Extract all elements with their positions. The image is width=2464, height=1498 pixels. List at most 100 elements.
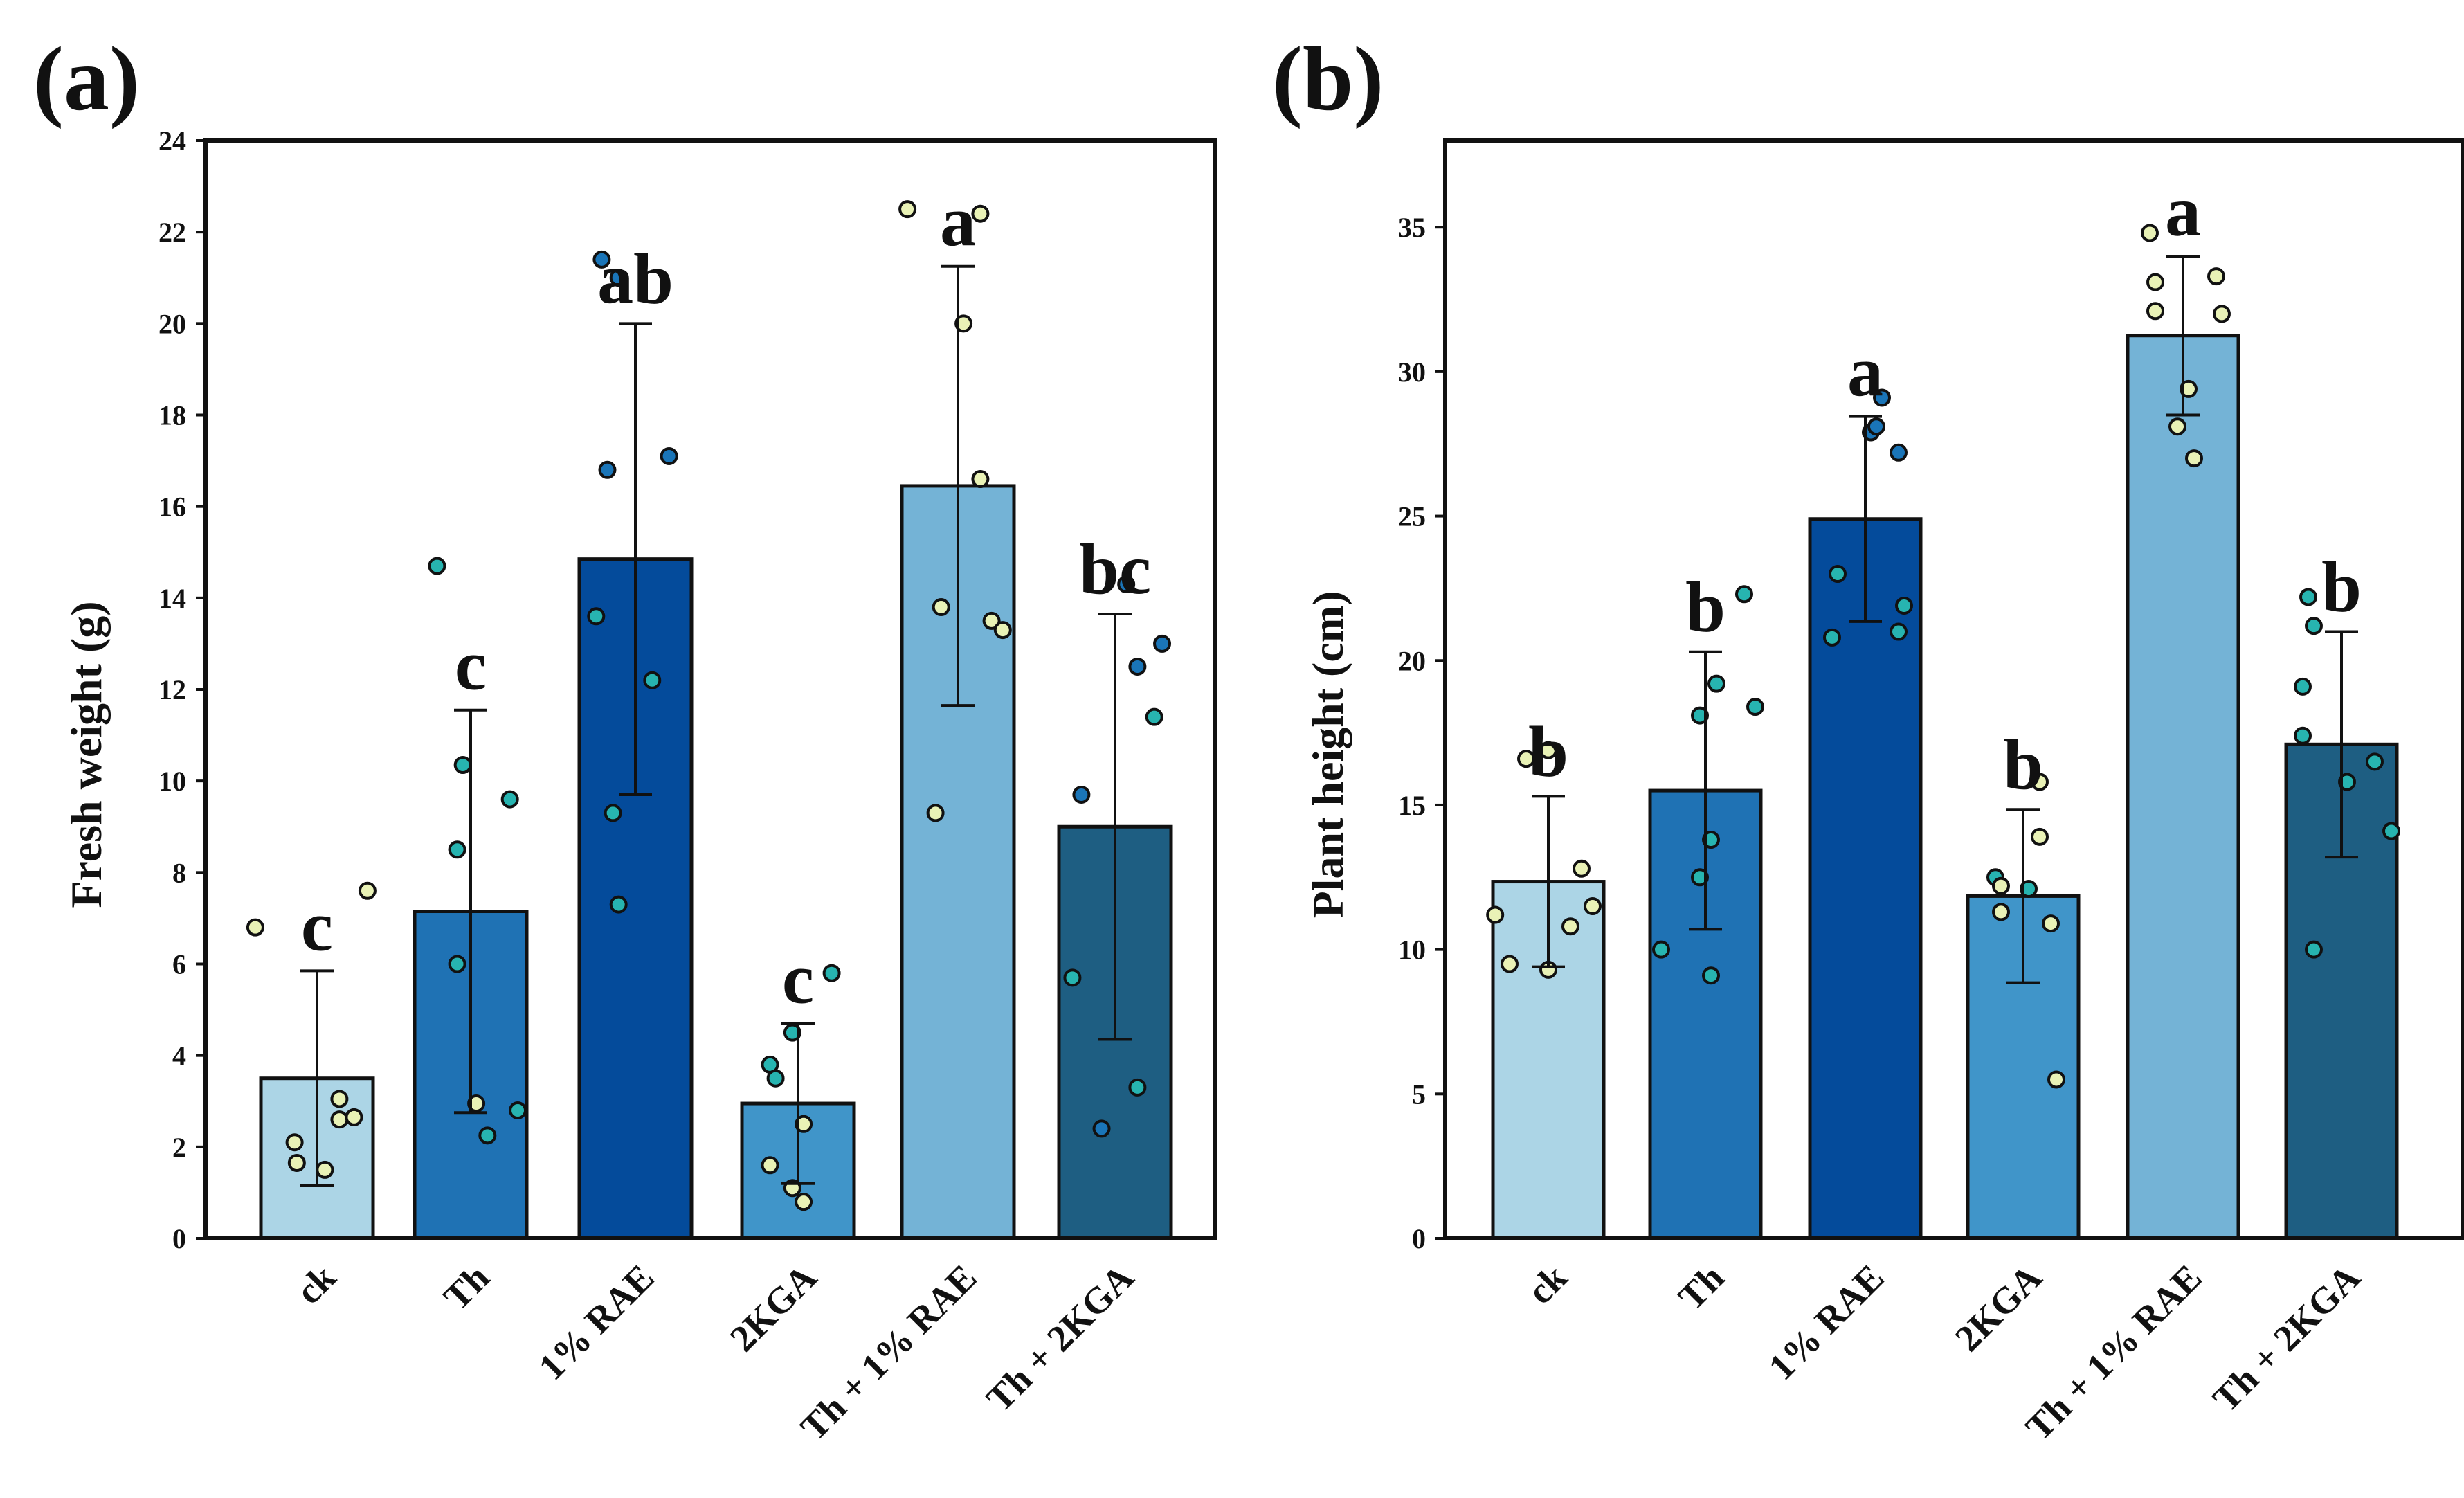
panel-b-data-point (1584, 897, 1602, 916)
panel-a-data-point (428, 557, 446, 575)
panel-a-data-point (246, 918, 264, 937)
panel-a-fresh-weight-chart: (a) Fresh weight (g) 0246810121416182022… (33, 28, 1217, 1448)
panel-b-data-point (2141, 224, 2159, 242)
panel-a-data-point (500, 790, 519, 809)
panel-b-data-point (2020, 879, 2038, 898)
panel-a-y-tick-label: 8 (172, 857, 186, 888)
panel-a-data-point (345, 1108, 363, 1126)
panel-b-error-bar-5 (2166, 254, 2200, 417)
panel-a-data-point (1128, 657, 1147, 676)
panel-b-data-point (2294, 677, 2312, 696)
panel-b-bars (1491, 334, 2399, 1240)
panel-b-data-point (1573, 859, 1591, 878)
panel-b-y-tick-label: 35 (1398, 212, 1426, 243)
panel-b-data-point (2294, 726, 2312, 745)
panel-b-data-point (1867, 417, 1885, 436)
panel-a-y-tick-label: 6 (172, 949, 186, 980)
panel-a-y-tick-label: 16 (158, 491, 186, 523)
panel-a-data-point (1128, 1078, 1147, 1097)
panel-b-data-point (2031, 827, 2049, 846)
panel-a-data-point (982, 611, 1001, 630)
panel-a-data-point (822, 964, 841, 982)
panel-a-data-point (448, 955, 466, 973)
panel-b-y-tick-label: 0 (1412, 1223, 1426, 1254)
panel-a-data-point (453, 756, 472, 775)
panel-b-y-tick-label: 10 (1398, 935, 1426, 966)
panel-b-significance-6: b (2321, 548, 2362, 627)
panel-a-data-point (609, 895, 628, 914)
panel-b-error-bars (1532, 254, 2358, 984)
panel-a-data-point (509, 1101, 527, 1119)
panel-a-data-point (478, 1126, 497, 1145)
panel-a-data-point (604, 804, 622, 822)
panel-a-data-point (1117, 575, 1136, 594)
panel-a-y-tick-label: 0 (172, 1223, 186, 1254)
panel-b-data-point (1561, 917, 1579, 936)
panel-a-y-axis-title: Fresh weight (g) (62, 601, 111, 908)
panel-b-data-point (1539, 741, 1557, 759)
panel-b-significance-4: b (2003, 725, 2043, 804)
panel-a-error-bar-6 (1098, 612, 1132, 1041)
panel-a-data-point (643, 671, 662, 689)
panel-a-data-point (1092, 1119, 1111, 1138)
panel-a-data-point (609, 269, 628, 287)
panel-b-data-point (1652, 940, 1670, 959)
panel-a-data-points (246, 200, 1172, 1211)
panel-b-error-bar-6 (2325, 630, 2358, 859)
panel-a-category-label-3: 1% RAE (531, 1256, 662, 1388)
panel-b-data-point (2213, 305, 2231, 323)
panel-a-error-bar-3 (619, 322, 652, 796)
panel-a-bars (259, 484, 1173, 1240)
panel-b-y-tick-label: 5 (1412, 1079, 1426, 1110)
panel-b-category-label-3: 1% RAE (1761, 1256, 1892, 1388)
panel-b-data-points (1486, 224, 2400, 1089)
panel-a-data-point (592, 250, 611, 269)
panel-a-y-tick-label: 22 (158, 217, 186, 248)
panel-b-data-point (1823, 628, 1841, 647)
panel-b-error-bar-3 (1849, 415, 1882, 623)
panel-a-data-point (971, 470, 990, 489)
panel-a-y-tick-label: 20 (158, 308, 186, 339)
panel-b-data-point (2299, 588, 2317, 606)
panel-b-bar-5 (2126, 334, 2240, 1240)
panel-a-y-tick-label: 18 (158, 400, 186, 431)
panel-a-significance-3: ab (597, 239, 673, 318)
panel-b-data-point (1992, 903, 2010, 921)
panel-a-data-point (330, 1090, 349, 1108)
panel-b-data-point (1735, 585, 1753, 604)
panel-b-data-point (1691, 868, 1709, 887)
panel-b-data-point (2338, 773, 2356, 791)
panel-b-data-point (1691, 706, 1709, 725)
panel-a-y-tick-label: 14 (158, 583, 186, 614)
panel-b-plant-height-chart: (b) Plant height (cm) 0 5 10 15 20 25 30 35 b b a… (1272, 28, 2464, 1448)
panel-a-category-label-6: Th + 2KGA (978, 1256, 1141, 1420)
panel-b-error-bar-4 (2006, 808, 2040, 984)
panel-b-tick-layer: 0 5 10 15 20 25 30 35 (1398, 212, 1445, 1254)
panel-b-data-point (2382, 822, 2400, 840)
panel-a-error-bar-2 (454, 708, 487, 1115)
panel-b-data-point (2168, 417, 2186, 436)
panel-b-significance-labels: b b a b a b (1528, 172, 2362, 804)
panel-a-significance-2: c (455, 626, 487, 705)
panel-a-data-point (598, 460, 617, 479)
panel-b-category-label-4: 2KGA (1947, 1256, 2050, 1360)
panel-b-significance-3: a (1847, 332, 1883, 412)
panel-a-data-point (660, 446, 678, 465)
panel-b-significance-1: b (1528, 712, 1568, 791)
panel-b-data-point (2047, 1070, 2065, 1089)
panel-b-plot-frame (1443, 138, 2464, 1240)
panel-a-data-point (1153, 634, 1172, 653)
panel-a-data-point (358, 881, 377, 900)
panel-a-error-bars (300, 264, 1132, 1188)
panel-b-category-label-2: Th (1670, 1256, 1732, 1318)
panel-b-category-label-6: Th + 2KGA (2204, 1256, 2368, 1420)
panel-a-data-point (1072, 785, 1091, 804)
panel-a-data-point (285, 1133, 304, 1152)
panel-a-y-tick-label: 4 (172, 1040, 186, 1072)
panel-a-data-point (316, 1160, 334, 1179)
panel-b-error-bar-2 (1689, 650, 1722, 931)
panel-b-data-point (2042, 914, 2060, 933)
